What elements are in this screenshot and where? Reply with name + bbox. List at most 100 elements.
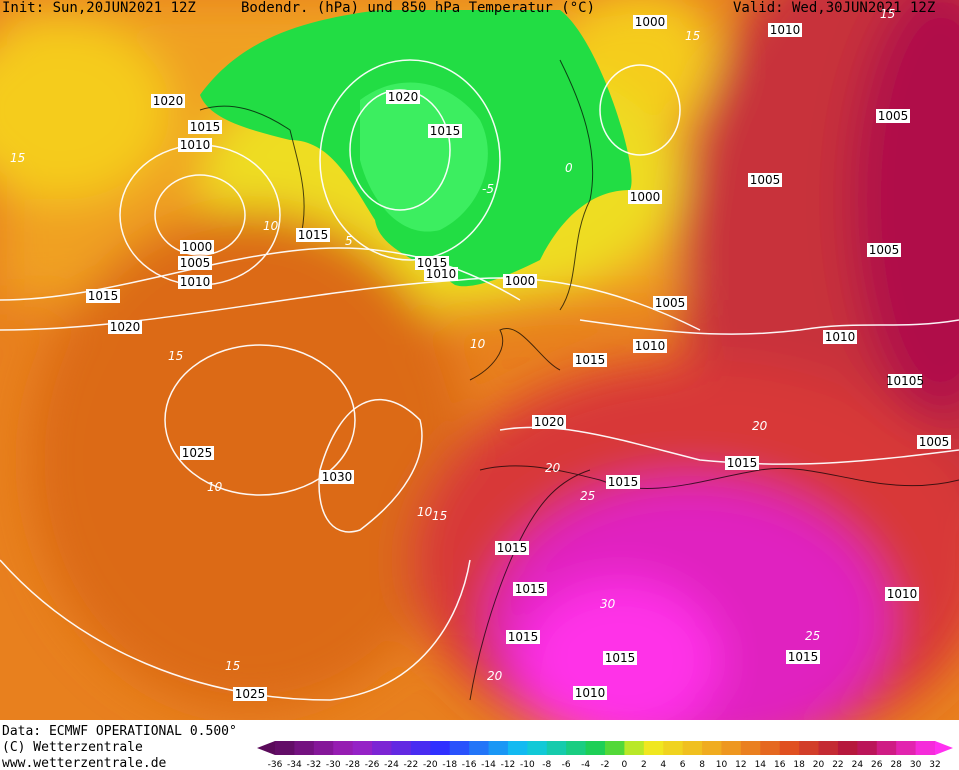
colorbar-tick: 30 <box>910 760 922 770</box>
isobar-label: 1020 <box>388 90 419 104</box>
isobar-label: 1015 <box>497 541 528 555</box>
colorbar-box <box>624 741 645 755</box>
isotherm-label: 20 <box>545 461 561 475</box>
colorbar-tick: 6 <box>680 760 686 770</box>
colorbar-box <box>488 741 509 755</box>
isobar-label-box <box>178 138 212 152</box>
isotherm-label: 20 <box>752 419 768 433</box>
isotherm-label: 20 <box>487 669 503 683</box>
isotherm-label: 15 <box>168 349 183 363</box>
colorbar-tick: -2 <box>601 760 610 770</box>
isobar-label: 1005 <box>180 256 211 270</box>
colorbar-tick: -32 <box>306 760 321 770</box>
isobar-label: 1025 <box>235 687 266 701</box>
isobar-label-box <box>296 228 330 242</box>
colorbar-box <box>352 741 373 755</box>
isobar-label-box <box>151 94 185 108</box>
map-title: Bodendr. (hPa) und 850 hPa Temperatur (°… <box>241 0 595 16</box>
isobar-label-box <box>86 289 120 303</box>
colorbar-box <box>760 741 781 755</box>
isobar-label-box <box>725 456 759 470</box>
isobar-label-box <box>603 651 637 665</box>
isobar-label-box <box>888 374 922 388</box>
colorbar-box <box>702 741 722 755</box>
isobar-label: 1030 <box>322 470 353 484</box>
isobar-label: 1010 <box>635 339 666 353</box>
isobar-label-box <box>917 435 951 449</box>
isobar-label: 1000 <box>182 240 213 254</box>
colorbar-end <box>257 741 275 755</box>
colorbar-tick: -36 <box>268 760 283 770</box>
isobar-label-box <box>108 320 142 334</box>
colorbar-box <box>740 741 761 755</box>
colorbar-box <box>779 741 800 755</box>
colorbar-box <box>372 741 392 755</box>
isobar-label: 1000 <box>630 190 661 204</box>
colorbar-box <box>333 741 354 755</box>
colorbar-tick: -30 <box>326 760 341 770</box>
isobar-label: 1000 <box>635 15 666 29</box>
colorbar-tick: -10 <box>520 760 535 770</box>
colorbar-tick: -8 <box>542 760 551 770</box>
isotherm-label: 25 <box>580 489 595 503</box>
isobar-label-box <box>506 630 540 644</box>
isobar-label: 1015 <box>575 353 606 367</box>
valid-time: Valid: Wed,30JUN2021 12Z <box>733 0 935 16</box>
colorbar-box <box>410 741 431 755</box>
isotherm-label: 15 <box>432 509 447 523</box>
isobar-label-box <box>573 686 607 700</box>
isobar-label-box <box>180 240 214 254</box>
isobar-label: 1010 <box>180 138 211 152</box>
isobar-label-box <box>415 256 449 270</box>
isobar-label-box <box>823 330 857 344</box>
isobar-label-box <box>573 353 607 367</box>
colorbar-box <box>857 741 878 755</box>
isobar-label: 1015 <box>430 124 461 138</box>
isobar-label-box <box>424 267 458 281</box>
colorbar-box <box>391 741 412 755</box>
isobar-label: 1015 <box>508 630 539 644</box>
isobar-label: 1005 <box>869 243 900 257</box>
isobar-label-box <box>428 124 462 138</box>
isobar-label-box <box>178 275 212 289</box>
colorbar-tick: 8 <box>699 760 705 770</box>
colorbar-tick: 4 <box>660 760 666 770</box>
isobar-label-box <box>867 243 901 257</box>
isobar-label: 1005 <box>919 435 950 449</box>
isotherm-label: 10 <box>263 219 279 233</box>
colorbar-tick: 18 <box>793 760 805 770</box>
colorbar-tick: 32 <box>929 760 940 770</box>
isotherm-label: 15 <box>880 7 895 21</box>
isotherm-label: 15 <box>685 29 700 43</box>
isobar-label: 1010 <box>825 330 856 344</box>
colorbar-tick: -18 <box>442 760 457 770</box>
colorbar-box <box>682 741 703 755</box>
colorbar-box <box>818 741 839 755</box>
colorbar-tick: -22 <box>404 760 419 770</box>
colorbar-tick: -20 <box>423 760 438 770</box>
colorbar-tick: 20 <box>813 760 825 770</box>
isobar-label: 1010 <box>575 686 606 700</box>
colorbar-box <box>837 741 858 755</box>
isobar-label-box <box>885 587 919 601</box>
colorbar-box <box>663 741 684 755</box>
isobar-label-box <box>320 470 354 484</box>
isobar-label: 1005 <box>655 296 686 310</box>
isotherm-label: 10 <box>470 337 486 351</box>
colorbar-box <box>430 741 451 755</box>
isobar-label: 1015 <box>190 120 221 134</box>
colorbar-tick: -26 <box>365 760 380 770</box>
colorbar-box <box>585 741 606 755</box>
colorbar-end <box>935 741 953 755</box>
colorbar-tick: 24 <box>852 760 864 770</box>
isobar-label-box <box>188 120 222 134</box>
isobar-label: 1015 <box>88 289 119 303</box>
colorbar-tick: -6 <box>562 760 571 770</box>
isobar-label-box <box>876 109 910 123</box>
isobar-label: 1010 <box>770 23 801 37</box>
colorbar-box <box>469 741 490 755</box>
isobar-label-box <box>178 256 212 270</box>
isobar-label: 1015 <box>788 650 819 664</box>
